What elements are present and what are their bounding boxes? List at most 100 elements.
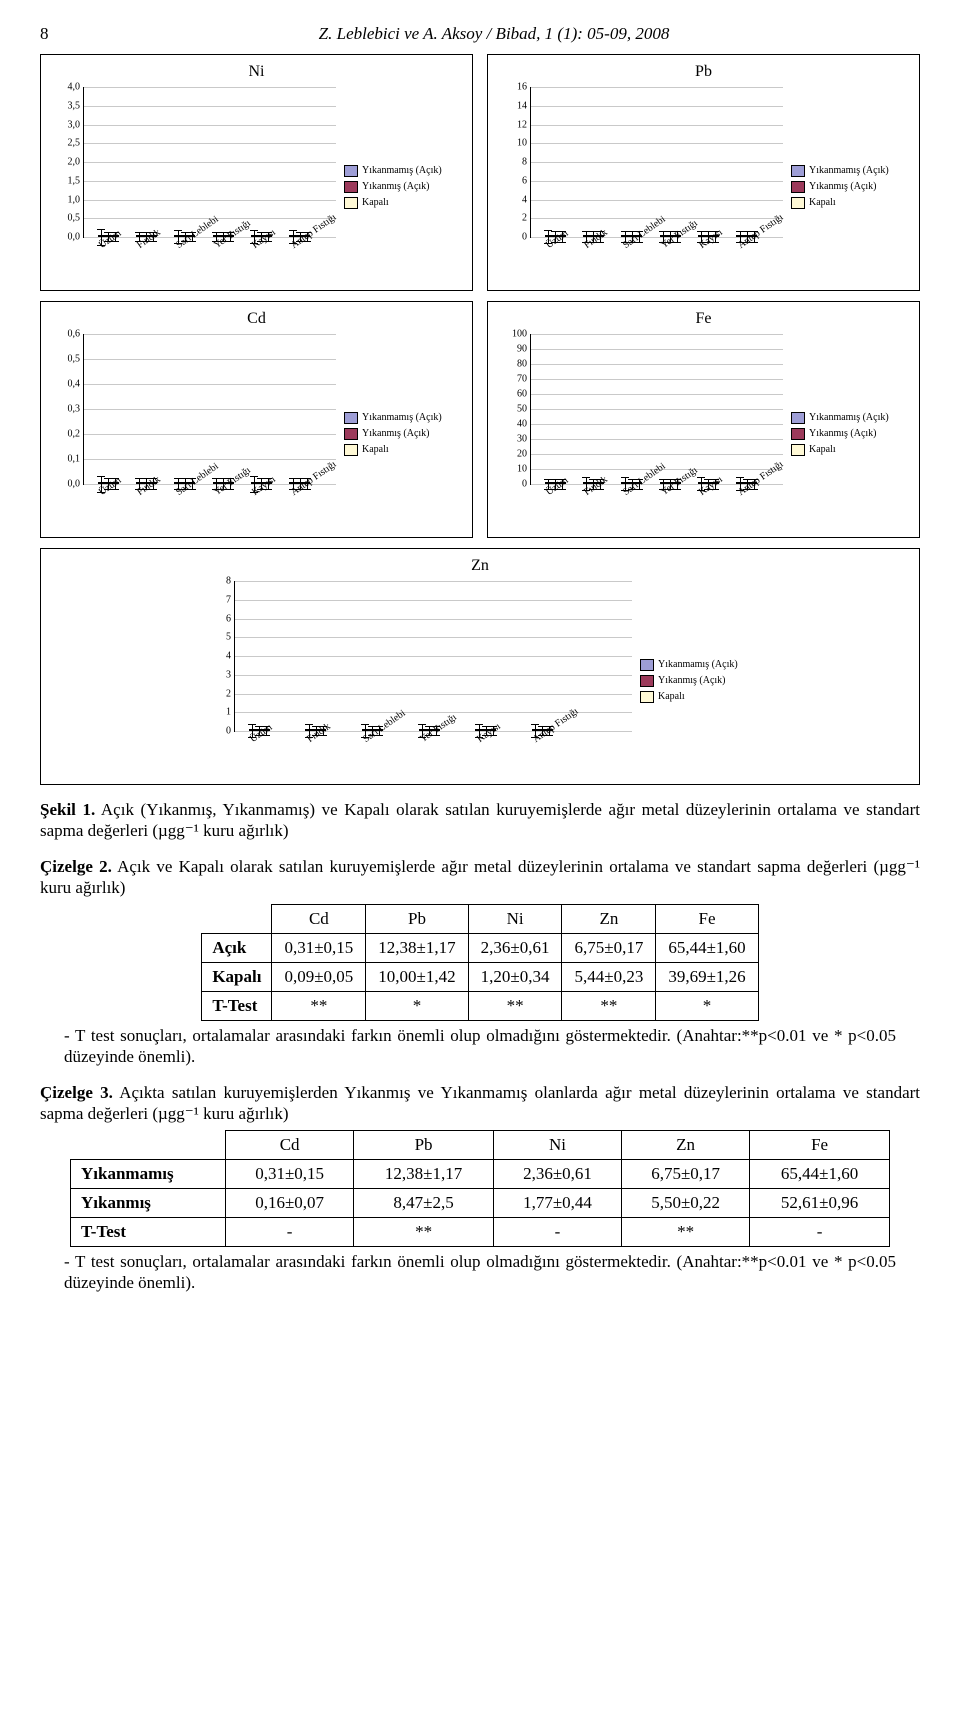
chart-legend: Yıkanmamış (Açık)Yıkanmış (Açık)Kapalı (791, 334, 911, 533)
table-2-caption: Çizelge 2. Açık ve Kapalı olarak satılan… (40, 856, 920, 899)
legend-label: Yıkanmış (Açık) (809, 181, 877, 192)
table-header-cell: Zn (562, 905, 656, 934)
y-axis-label: 0,4 (68, 379, 81, 390)
data-table: CdPbNiZnFeAçık0,31±0,1512,38±1,172,36±0,… (201, 904, 758, 1021)
y-axis-label: 0,5 (68, 354, 81, 365)
legend-label: Yıkanmamış (Açık) (658, 659, 738, 670)
legend-label: Kapalı (809, 444, 836, 455)
legend-swatch (344, 165, 358, 177)
chart-title: Zn (49, 557, 911, 575)
chart-plot: 0,00,51,01,52,02,53,03,54,0 (83, 87, 336, 238)
table-cell: Yıkanmamış (71, 1160, 226, 1189)
table-header-cell: Pb (366, 905, 468, 934)
legend-label: Kapalı (658, 691, 685, 702)
table-cell: 2,36±0,61 (493, 1160, 621, 1189)
journal-reference: Z. Leblebici ve A. Aksoy / Bibad, 1 (1):… (68, 24, 920, 44)
table-cell: ** (468, 992, 562, 1021)
table-row: Yıkanmamış0,31±0,1512,38±1,172,36±0,616,… (71, 1160, 890, 1189)
table-header-cell: Zn (622, 1131, 750, 1160)
legend-swatch (640, 659, 654, 671)
table-cell: 1,20±0,34 (468, 963, 562, 992)
y-axis-label: 0,1 (68, 454, 81, 465)
legend-item: Kapalı (640, 691, 760, 703)
chart-legend: Yıkanmamış (Açık)Yıkanmış (Açık)Kapalı (791, 87, 911, 286)
table-cell: ** (562, 992, 656, 1021)
y-axis-label: 0,2 (68, 429, 81, 440)
y-axis-label: 90 (517, 344, 527, 355)
y-axis-label: 2,0 (68, 157, 81, 168)
table-cell: Açık (202, 934, 272, 963)
y-axis-label: 2 (522, 213, 527, 224)
legend-label: Yıkanmış (Açık) (658, 675, 726, 686)
y-axis-label: 8 (522, 157, 527, 168)
table-cell: 8,47±2,5 (354, 1189, 494, 1218)
legend-swatch (791, 444, 805, 456)
table-cell: 5,50±0,22 (622, 1189, 750, 1218)
table-cell: 10,00±1,42 (366, 963, 468, 992)
table-cell: 0,16±0,07 (226, 1189, 354, 1218)
figure-1-text: Açık (Yıkanmış, Yıkanmamış) ve Kapalı ol… (40, 800, 920, 840)
y-axis-label: 60 (517, 389, 527, 400)
table-2-label: Çizelge 2. (40, 857, 112, 876)
table-3-caption: Çizelge 3. Açıkta satılan kuruyemişlerde… (40, 1082, 920, 1125)
table-cell: ** (272, 992, 366, 1021)
y-axis-label: 16 (517, 82, 527, 93)
table-row: Yıkanmış0,16±0,078,47±2,51,77±0,445,50±0… (71, 1189, 890, 1218)
y-axis-label: 0 (522, 232, 527, 243)
table-cell: 39,69±1,26 (656, 963, 758, 992)
y-axis-label: 3,5 (68, 100, 81, 111)
chart-panel: Pb0246810121416ÜzümFındıkSarı LeblebiYer… (487, 54, 920, 291)
legend-swatch (640, 675, 654, 687)
running-head: 8 Z. Leblebici ve A. Aksoy / Bibad, 1 (1… (40, 24, 920, 44)
table-row: T-Test******** (202, 992, 758, 1021)
legend-swatch (344, 444, 358, 456)
legend-swatch (791, 197, 805, 209)
legend-item: Kapalı (791, 444, 911, 456)
legend-item: Yıkanmış (Açık) (344, 428, 464, 440)
table-cell: Kapalı (202, 963, 272, 992)
table-cell: 0,31±0,15 (272, 934, 366, 963)
y-axis-label: 70 (517, 374, 527, 385)
legend-label: Yıkanmış (Açık) (362, 181, 430, 192)
y-axis-label: 7 (226, 594, 231, 605)
table-cell: - (226, 1218, 354, 1247)
table-header-cell: Ni (493, 1131, 621, 1160)
y-axis-label: 80 (517, 359, 527, 370)
table-header-cell (71, 1131, 226, 1160)
y-axis-label: 30 (517, 434, 527, 445)
chart-panel: Fe0102030405060708090100ÜzümFındıkSarı L… (487, 301, 920, 538)
chart-title: Cd (49, 310, 464, 328)
table-cell: 1,77±0,44 (493, 1189, 621, 1218)
y-axis-label: 1,5 (68, 175, 81, 186)
legend-label: Yıkanmış (Açık) (809, 428, 877, 439)
y-axis-label: 100 (512, 329, 527, 340)
table-cell: 65,44±1,60 (750, 1160, 890, 1189)
legend-item: Kapalı (344, 197, 464, 209)
table-header-cell: Ni (468, 905, 562, 934)
table-cell: * (366, 992, 468, 1021)
table-cell: 12,38±1,17 (354, 1160, 494, 1189)
legend-swatch (791, 428, 805, 440)
legend-item: Kapalı (791, 197, 911, 209)
y-axis-label: 1,0 (68, 194, 81, 205)
chart-panel: Cd0,00,10,20,30,40,50,6ÜzümFındıkSarı Le… (40, 301, 473, 538)
chart-title: Ni (49, 63, 464, 81)
chart-title: Pb (496, 63, 911, 81)
y-axis-label: 40 (517, 419, 527, 430)
table-cell: 0,09±0,05 (272, 963, 366, 992)
table-cell: 5,44±0,23 (562, 963, 656, 992)
table-row: Kapalı0,09±0,0510,00±1,421,20±0,345,44±0… (202, 963, 758, 992)
page-number: 8 (40, 24, 68, 44)
y-axis-label: 4,0 (68, 82, 81, 93)
table-row: Açık0,31±0,1512,38±1,172,36±0,616,75±0,1… (202, 934, 758, 963)
legend-swatch (344, 428, 358, 440)
y-axis-label: 20 (517, 449, 527, 460)
table-cell: 6,75±0,17 (562, 934, 656, 963)
table-cell: T-Test (202, 992, 272, 1021)
y-axis-label: 1 (226, 707, 231, 718)
chart-legend: Yıkanmamış (Açık)Yıkanmış (Açık)Kapalı (344, 87, 464, 286)
y-axis-label: 0 (522, 479, 527, 490)
legend-label: Kapalı (809, 197, 836, 208)
table-cell: Yıkanmış (71, 1189, 226, 1218)
legend-label: Yıkanmış (Açık) (362, 428, 430, 439)
